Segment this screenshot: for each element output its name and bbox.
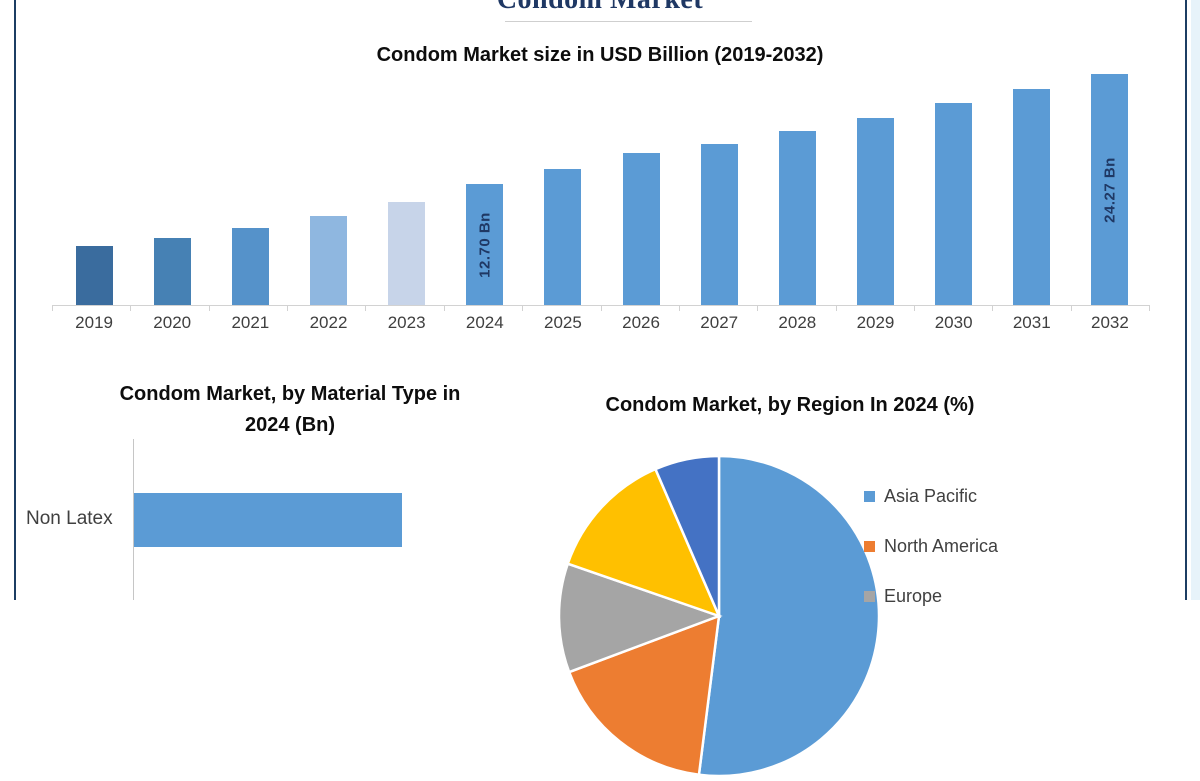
x-axis-label-2026: 2026: [622, 313, 660, 332]
legend-item-asia-pacific: Asia Pacific: [864, 485, 998, 506]
x-axis-tick: [600, 305, 602, 311]
bar-column-2022: [289, 74, 367, 305]
bar-2027: [700, 144, 738, 305]
page-title-underline: [505, 21, 752, 22]
page-edge-strip: [1191, 0, 1200, 600]
bar-2032: 24.27 Bn: [1091, 74, 1129, 305]
bar-chart-x-axis: [52, 305, 1150, 311]
bar-2028: [778, 130, 816, 305]
x-axis-label-2031: 2031: [1012, 313, 1051, 332]
bar-chart-plot-area: 12.70 Bn 24.27 Bn: [55, 74, 1149, 305]
pie-slice-unnamed: [653, 454, 721, 617]
x-axis-tick: [1070, 305, 1072, 311]
legend-swatch-europe: [864, 590, 875, 602]
legend-label-north-america: North America: [884, 535, 999, 556]
page-border-right: [1185, 0, 1187, 600]
legend-swatch-north-america: [864, 540, 875, 552]
legend-label-europe: Europe: [884, 585, 943, 606]
legend-item-europe: Europe: [864, 585, 998, 606]
x-axis-tick: [365, 305, 367, 311]
x-axis-tick: [992, 305, 994, 311]
x-axis-label-2024: 2024: [465, 313, 504, 332]
x-axis-label-2029: 2029: [856, 313, 895, 332]
x-axis-tick: [208, 305, 210, 311]
material-chart-title: Condom Market, by Material Type in 2024 …: [60, 379, 520, 441]
region-pie-legend: Asia Pacific North America Europe: [864, 485, 999, 637]
bar-2029: [856, 117, 894, 305]
bar-column-2019: [55, 74, 133, 305]
bar-column-2032: 24.27 Bn: [1071, 74, 1149, 305]
bar-column-2021: [211, 74, 289, 305]
x-axis-tick: [443, 305, 445, 311]
bar-2026: [622, 152, 660, 305]
x-axis-tick: [913, 305, 915, 311]
bar-2020: [153, 238, 191, 305]
x-axis-tick: [130, 305, 132, 311]
material-bar-non-latex: [134, 493, 403, 547]
bar-column-2030: [915, 74, 993, 305]
material-chart-plot-area: [134, 493, 560, 547]
pie-slice-asia-pacific: [697, 454, 881, 778]
bar-column-2027: [680, 74, 758, 305]
x-axis-label-2022: 2022: [309, 313, 348, 332]
x-axis-label-2025: 2025: [544, 313, 582, 332]
x-axis-label-2030: 2030: [934, 313, 973, 332]
bar-2024: 12.70 Bn: [466, 184, 504, 305]
bar-column-2029: [836, 74, 914, 305]
page-title: Condom Market: [0, 0, 1200, 16]
page-border-left: [14, 0, 16, 600]
region-pie-chart: [557, 454, 881, 778]
bar-column-2025: [524, 74, 602, 305]
bar-2025: [544, 168, 582, 305]
legend-item-north-america: North America: [864, 535, 999, 556]
x-axis-tick: [757, 305, 759, 311]
bar-column-2020: [133, 74, 211, 305]
x-axis-tick: [287, 305, 289, 311]
bar-2031: [1013, 88, 1051, 305]
region-chart-title: Condom Market, by Region In 2024 (%): [605, 394, 975, 416]
bar-2022: [309, 215, 347, 305]
x-axis-tick: [678, 305, 680, 311]
bar-column-2031: [993, 74, 1071, 305]
bar-value-label-2024: 12.70 Bn: [476, 211, 494, 278]
x-axis-label-2023: 2023: [387, 313, 426, 332]
bar-column-2024: 12.70 Bn: [446, 74, 524, 305]
x-axis-label-2027: 2027: [700, 313, 739, 332]
bar-2023: [388, 202, 426, 305]
bar-chart-title: Condom Market size in USD Billion (2019-…: [376, 44, 824, 66]
x-axis-label-2021: 2021: [231, 313, 270, 332]
x-axis-tick: [835, 305, 837, 311]
bar-chart-x-labels: 2019 2020 2021 2022 2023 2024 2025 2026 2027 2028…: [55, 313, 1149, 333]
bar-column-2026: [602, 74, 680, 305]
bar-2021: [231, 227, 269, 305]
x-axis-label-2020: 2020: [153, 313, 192, 332]
material-chart-title-line1: Condom Market, by Material Type in: [119, 383, 461, 405]
bar-column-2023: [368, 74, 446, 305]
material-chart-y-axis: [133, 439, 134, 600]
legend-swatch-asia-pacific: [864, 490, 875, 502]
bar-2030: [935, 103, 973, 305]
pie-slice-unnamed: [566, 467, 722, 619]
bar-value-label-2032: 24.27 Bn: [1101, 156, 1119, 223]
x-axis-label-2028: 2028: [778, 313, 817, 332]
bar-column-2028: [758, 74, 836, 305]
x-axis-tick: [522, 305, 524, 311]
x-axis-tick: [1149, 305, 1150, 311]
material-chart-title-line2: 2024 (Bn): [244, 414, 336, 436]
bar-2019: [75, 246, 113, 305]
material-category-label: Non Latex: [26, 508, 113, 529]
x-axis-label-2032: 2032: [1090, 313, 1129, 332]
x-axis-tick: [52, 305, 53, 311]
legend-label-asia-pacific: Asia Pacific: [884, 485, 978, 506]
x-axis-label-2019: 2019: [75, 313, 113, 332]
